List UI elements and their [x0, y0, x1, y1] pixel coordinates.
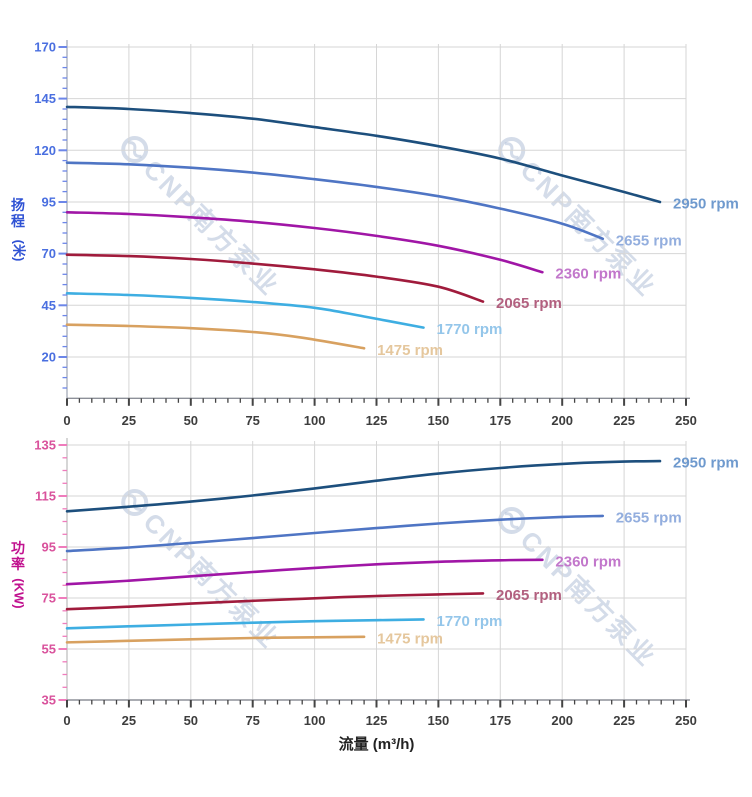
y-tick-label: 170: [34, 40, 56, 55]
gridlines: [66, 44, 687, 399]
y-tick-label: 135: [34, 438, 56, 453]
x-tick-label: 150: [428, 413, 450, 428]
x-tick-label: 200: [551, 413, 573, 428]
y-tick-label: 35: [42, 693, 56, 708]
power-axis-title: 功率 (KW): [5, 540, 31, 609]
x-tick-label: 75: [245, 413, 259, 428]
x-tick-label: 225: [613, 413, 635, 428]
head-axis-title: 扬程 (米): [5, 197, 31, 261]
curve-label-2950-rpm: 2950 rpm: [673, 196, 739, 213]
curve-2065-rpm: [65, 253, 485, 303]
y-tick-label: 145: [34, 91, 56, 106]
x-tick-label: 150: [428, 713, 450, 728]
curve-2065-rpm: [65, 592, 485, 611]
x-tick-label: 0: [63, 413, 70, 428]
curve-2655-rpm: [65, 161, 605, 241]
x-tick-label: 125: [366, 713, 388, 728]
curve-2950-rpm: [65, 459, 662, 513]
y-tick-label: 95: [42, 540, 56, 555]
curve-2950-rpm: [65, 105, 662, 204]
curve-label-1475-rpm: 1475 rpm: [377, 342, 443, 359]
curve-label-2065-rpm: 2065 rpm: [496, 587, 562, 604]
curve-1475-rpm: [65, 635, 366, 644]
power-axis-title-unit: (KW): [11, 578, 27, 609]
x-axis: 0 25 50 75 100 125 150 175 200 225 250: [63, 397, 697, 428]
x-tick-label: 250: [675, 713, 697, 728]
x-tick-label: 100: [304, 713, 326, 728]
flow-axis-title: 流量 (m³/h): [338, 736, 415, 753]
x-tick-label: 50: [184, 413, 198, 428]
curve-1770-rpm: [65, 292, 425, 329]
curve-label-2360-rpm: 2360 rpm: [555, 553, 621, 570]
x-tick-label: 175: [489, 713, 511, 728]
head-axis-title-text: 扬程: [11, 197, 25, 230]
x-tick-label: 50: [184, 713, 198, 728]
y-tick-label: 120: [34, 143, 56, 158]
chart-1: 35 55 75 95 115 135 0 25 50 75 100 125 150 175 200 225 2…: [34, 438, 739, 729]
curve-2360-rpm: [65, 558, 544, 586]
x-tick-label: 250: [675, 413, 697, 428]
x-tick-label: 225: [613, 713, 635, 728]
x-tick-label: 25: [122, 713, 136, 728]
x-tick-label: 125: [366, 413, 388, 428]
head-axis-title-unit: (米): [11, 239, 27, 262]
curve-label-2655-rpm: 2655 rpm: [616, 232, 682, 249]
y-tick-label: 70: [42, 246, 56, 261]
y-tick-label: 45: [42, 298, 56, 313]
curve-1770-rpm: [65, 618, 425, 630]
curve-1475-rpm: [65, 323, 366, 350]
y-tick-label: 115: [35, 489, 56, 504]
x-tick-label: 75: [245, 713, 259, 728]
x-tick-label: 200: [551, 713, 573, 728]
cnp-logo-icon: [121, 135, 149, 163]
curve-label-2065-rpm: 2065 rpm: [496, 295, 562, 312]
curve-label-1770-rpm: 1770 rpm: [437, 613, 503, 630]
y-tick-label: 75: [42, 591, 56, 606]
y-axis: 20 45 70 95 120 145 170: [34, 40, 68, 399]
power-axis-title-text: 功率: [11, 540, 25, 573]
x-tick-label: 0: [63, 713, 70, 728]
chart-0: 20 45 70 95 120 145 170 0 25 50 75 100 125 150 175 200 2…: [34, 40, 739, 429]
watermark: CNP南方泵业: [111, 125, 289, 303]
curve-2655-rpm: [65, 514, 605, 553]
x-tick-label: 100: [304, 413, 326, 428]
y-tick-label: 55: [42, 642, 56, 657]
y-tick-label: 95: [42, 195, 56, 210]
curve-label-2655-rpm: 2655 rpm: [616, 509, 682, 526]
curve-label-2360-rpm: 2360 rpm: [555, 266, 621, 283]
y-axis: 35 55 75 95 115 135: [34, 438, 68, 708]
curve-2360-rpm: [65, 210, 544, 274]
y-tick-label: 20: [42, 350, 56, 365]
x-tick-label: 25: [122, 413, 136, 428]
curve-label-1770-rpm: 1770 rpm: [437, 321, 503, 338]
x-axis: 0 25 50 75 100 125 150 175 200 225 250: [63, 699, 697, 728]
curve-label-2950-rpm: 2950 rpm: [673, 455, 739, 472]
curve-label-1475-rpm: 1475 rpm: [377, 630, 443, 647]
x-tick-label: 175: [489, 413, 511, 428]
